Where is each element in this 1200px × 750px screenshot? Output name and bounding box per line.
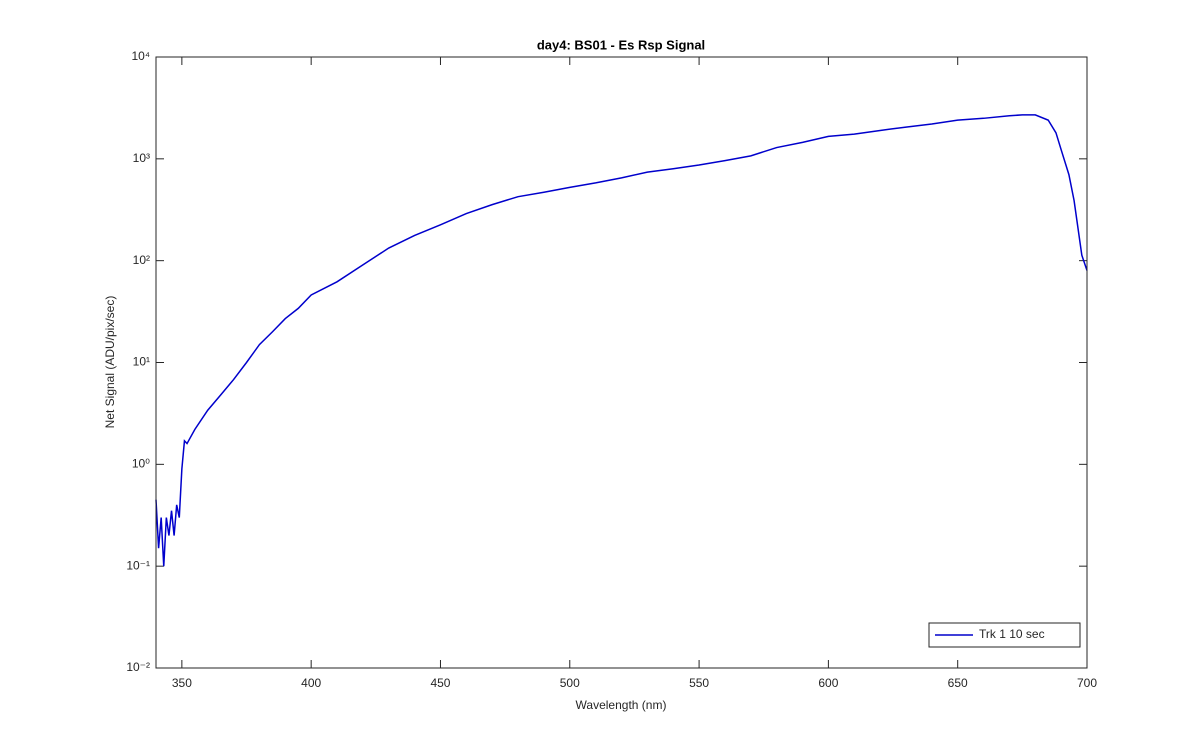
- x-tick-label: 650: [948, 676, 968, 690]
- y-tick-label: 10⁻²: [126, 660, 150, 674]
- plot-area: [156, 57, 1087, 668]
- legend-label: Trk 1 10 sec: [979, 627, 1045, 641]
- legend-box: [928, 622, 1081, 648]
- x-tick-label: 700: [1077, 676, 1097, 690]
- plot-frame: [155, 56, 1088, 669]
- x-tick-label: 400: [301, 676, 321, 690]
- x-tick-label: 600: [818, 676, 838, 690]
- y-tick-label: 10²: [133, 253, 150, 267]
- y-tick-label: 10⁴: [131, 49, 150, 63]
- y-tick-label: 10¹: [133, 355, 150, 369]
- y-tick-label: 10³: [133, 151, 150, 165]
- y-tick-label: 10⁰: [132, 457, 150, 471]
- chart-title: day4: BS01 - Es Rsp Signal: [537, 37, 705, 52]
- x-tick-label: 550: [689, 676, 709, 690]
- x-tick-label: 450: [430, 676, 450, 690]
- x-tick-label: 500: [560, 676, 580, 690]
- y-axis-label: Net Signal (ADU/pix/sec): [103, 296, 117, 429]
- x-axis-label: Wavelength (nm): [576, 698, 667, 712]
- data-line: [155, 114, 1088, 567]
- y-tick-label: 10⁻¹: [126, 558, 150, 572]
- x-tick-label: 350: [172, 676, 192, 690]
